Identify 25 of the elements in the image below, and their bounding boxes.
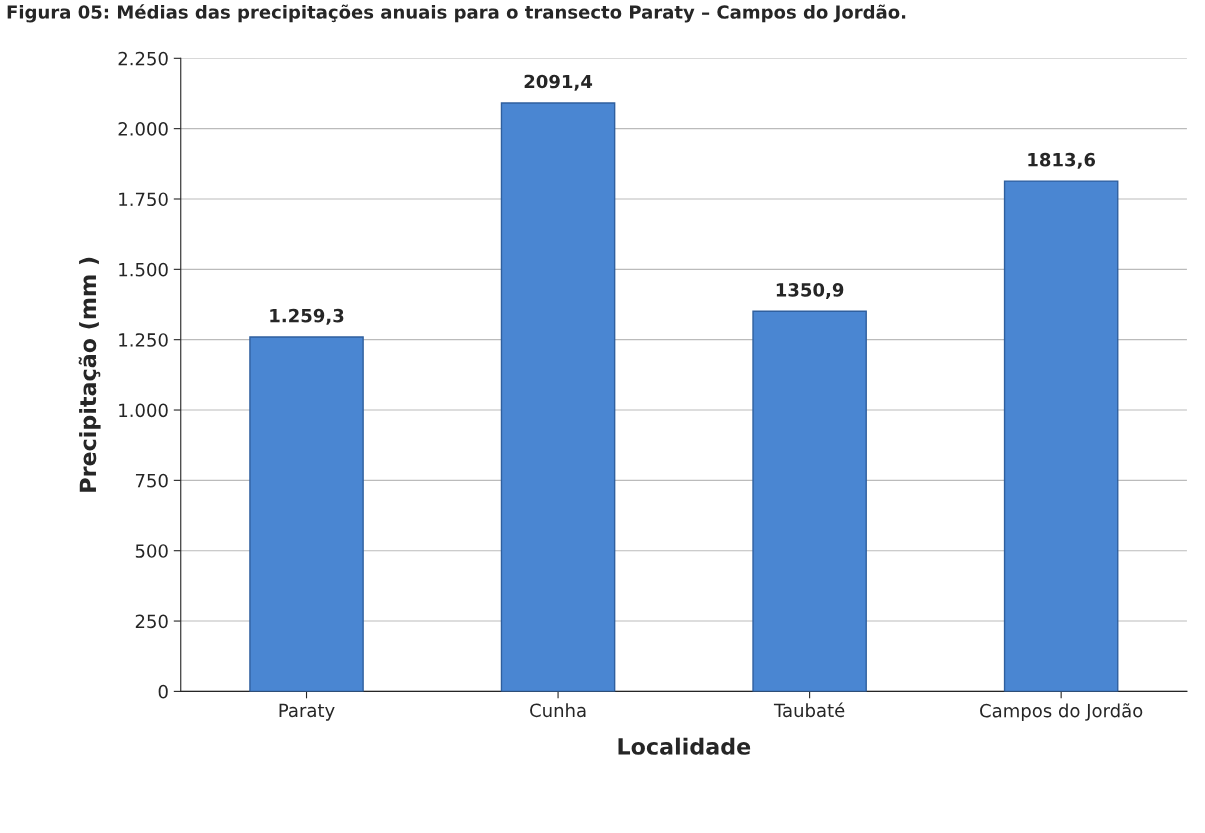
x-axis-title: Localidade [618, 737, 751, 755]
data-label: 1.259,3 [270, 308, 344, 325]
y-tick-label: 1.750 [119, 192, 168, 207]
y-axis-title: Precipitação (mm ) [78, 257, 101, 492]
data-label: 1813,6 [1028, 152, 1096, 169]
y-tick-label: 250 [135, 614, 168, 629]
x-tick-label: Cunha [530, 703, 586, 718]
bar [752, 310, 867, 692]
y-tick-label: 500 [135, 544, 168, 558]
y-tick-label: 1.500 [119, 262, 168, 277]
data-label: 1350,9 [776, 283, 844, 299]
y-tick-label: 2.000 [118, 122, 168, 136]
y-tick-label: 1.250 [119, 333, 168, 347]
y-tick-label: 0 [158, 684, 168, 699]
x-tick-label: Campos do Jordão [980, 703, 1143, 721]
data-label: 2091,4 [524, 74, 593, 91]
bar [1003, 180, 1119, 692]
y-tick-label: 1.000 [119, 403, 168, 418]
x-tick-label: Paraty [279, 703, 335, 721]
y-tick-label: 2.250 [118, 51, 168, 66]
x-tick-label: Taubaté [773, 702, 845, 718]
bar [500, 102, 616, 692]
chart-title: Figura 05: Médias das precipitações anuais para o transecto Paraty – Campos do Jordão. [7, 4, 906, 23]
y-tick-label: 750 [135, 473, 168, 488]
bar [249, 336, 364, 692]
